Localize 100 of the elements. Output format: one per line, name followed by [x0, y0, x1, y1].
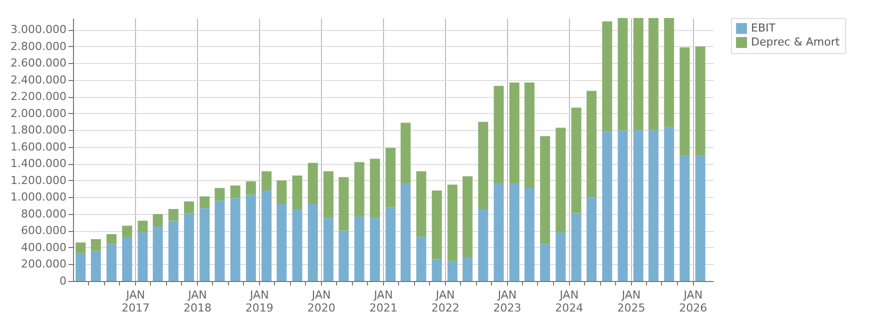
- bar: [292, 175, 302, 209]
- y-tick-label: 2.200.000: [10, 90, 66, 104]
- bar: [602, 132, 612, 281]
- y-tick-label: 1.800.000: [10, 124, 66, 137]
- bar: [230, 198, 240, 281]
- y-tick-label: 400.000: [21, 240, 66, 254]
- x-tick-label: JAN 2021: [369, 288, 398, 313]
- bar: [152, 214, 163, 227]
- bar: [556, 232, 566, 281]
- bar: [586, 197, 597, 281]
- bar: [416, 171, 426, 237]
- bar: [447, 184, 458, 261]
- bar: [246, 181, 256, 195]
- bar: [292, 208, 302, 281]
- bar: [432, 190, 442, 260]
- bar: [695, 46, 706, 156]
- bar: [90, 239, 101, 251]
- bar: [524, 188, 534, 281]
- bar: [354, 216, 364, 281]
- bar: [462, 258, 473, 281]
- y-tick-label: 1.600.000: [10, 140, 66, 154]
- bar: [400, 122, 411, 184]
- bar: [214, 188, 225, 201]
- bar: [323, 218, 334, 281]
- bar: [648, 18, 658, 130]
- bar: [509, 184, 520, 281]
- bar: [152, 226, 163, 281]
- bar: [571, 108, 582, 214]
- bar: [184, 201, 194, 214]
- bar: [664, 126, 674, 281]
- y-tick-label: 3.000.000: [10, 23, 66, 36]
- bar: [556, 128, 566, 232]
- bar: [416, 236, 426, 281]
- bar: [494, 86, 504, 184]
- bar: [386, 148, 396, 208]
- bar: [664, 18, 674, 127]
- x-tick-label: JAN 2026: [679, 288, 708, 313]
- y-tick-label: 800.000: [21, 207, 66, 220]
- bar: [462, 176, 473, 258]
- bar: [633, 130, 644, 281]
- bar: [246, 194, 256, 281]
- bar: [354, 162, 364, 217]
- bar: [138, 220, 148, 232]
- y-tick-label: 2.000.000: [10, 106, 66, 120]
- bar: [338, 177, 349, 231]
- bar: [214, 200, 225, 281]
- y-tick-label: 2.400.000: [10, 73, 66, 86]
- bar: [262, 190, 272, 281]
- bar: [323, 171, 334, 218]
- bar: [230, 186, 240, 198]
- y-tick-label: 600.000: [21, 224, 66, 238]
- x-tick-label: JAN 2022: [431, 288, 460, 313]
- y-tick-label: 2.600.000: [10, 56, 66, 70]
- bar: [540, 136, 550, 244]
- x-tick-label: JAN 2024: [555, 288, 584, 313]
- bar: [106, 234, 117, 244]
- y-tick-label: 1.200.000: [10, 174, 66, 187]
- bar: [618, 18, 628, 130]
- bar: [509, 82, 520, 184]
- bar: [494, 183, 504, 281]
- bar: [400, 184, 411, 281]
- bar: [122, 226, 132, 238]
- bar: [648, 130, 658, 281]
- y-tick-label: 200.000: [21, 258, 66, 271]
- bar: [76, 253, 86, 281]
- bar: [76, 242, 86, 254]
- bar: [386, 207, 396, 281]
- bar: [524, 82, 534, 188]
- bar: [633, 18, 644, 130]
- x-tick-label: JAN 2017: [122, 288, 150, 313]
- x-tick-label: JAN 2025: [617, 288, 646, 313]
- bar: [571, 213, 582, 281]
- bar: [138, 232, 148, 281]
- bar: [680, 155, 690, 281]
- bar: [695, 155, 706, 281]
- bar: [586, 90, 597, 198]
- bar: [276, 180, 287, 204]
- y-tick-label: 1.000.000: [10, 190, 66, 204]
- bar: [447, 260, 458, 281]
- bar: [168, 208, 178, 221]
- bar: [618, 130, 628, 281]
- bar: [200, 208, 210, 281]
- bar: [90, 250, 101, 281]
- x-tick-label: JAN 2018: [183, 288, 212, 313]
- bar: [168, 220, 178, 281]
- bar: [680, 47, 690, 156]
- bar: [338, 230, 349, 281]
- legend-label: EBIT: [751, 22, 776, 34]
- bar: [106, 244, 117, 281]
- x-tick-label: JAN 2019: [245, 288, 274, 313]
- bar: [184, 213, 194, 281]
- bar: [370, 158, 380, 218]
- x-tick-label: JAN 2023: [493, 288, 522, 313]
- bar: [540, 244, 550, 281]
- bar: [432, 259, 442, 281]
- bar: [262, 171, 272, 191]
- bar: [478, 122, 488, 209]
- bar: [370, 218, 380, 281]
- y-tick-label: 0: [60, 274, 66, 288]
- bar: [200, 196, 210, 208]
